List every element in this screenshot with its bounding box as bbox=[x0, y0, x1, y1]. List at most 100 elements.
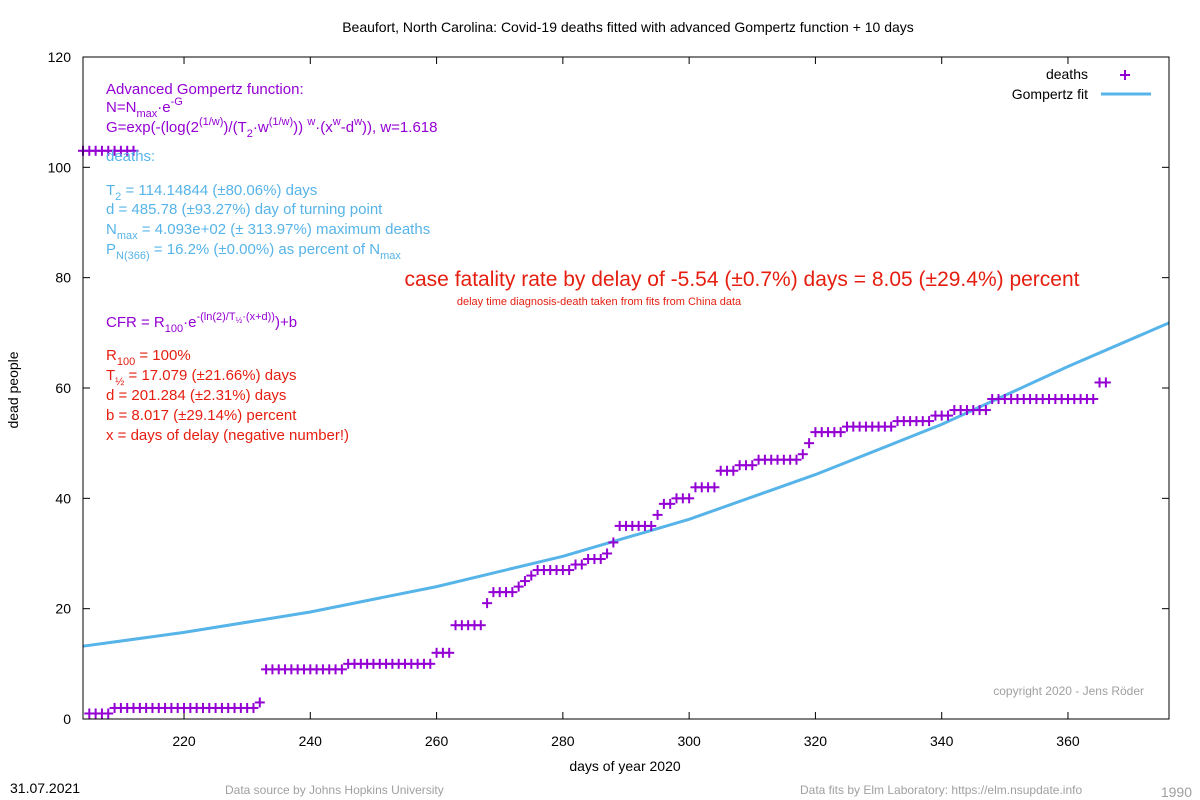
death-point bbox=[924, 416, 935, 427]
death-point bbox=[595, 554, 606, 565]
death-point bbox=[646, 520, 657, 531]
g-sub2: 2 bbox=[247, 128, 253, 140]
death-point bbox=[507, 587, 518, 598]
y-axis-label: dead people bbox=[5, 351, 21, 428]
x-axis-label: days of year 2020 bbox=[569, 758, 681, 774]
death-point-outlier bbox=[128, 145, 139, 156]
death-point bbox=[943, 410, 954, 421]
x-tick-label: 260 bbox=[425, 733, 449, 749]
death-point bbox=[608, 537, 619, 548]
death-point bbox=[747, 460, 758, 471]
r100-line: R100 = 100% bbox=[106, 347, 191, 368]
y-tick-label: 120 bbox=[48, 49, 72, 65]
cfr-note: delay time diagnosis-death taken from fi… bbox=[457, 296, 742, 308]
footer-fits: Data fits by Elm Laboratory: https://elm… bbox=[800, 783, 1082, 797]
axis-ticks: 220 240 260 280 300 320 340 360 0 20 40 60 80 100 120 bbox=[48, 49, 1169, 749]
death-point bbox=[444, 647, 455, 658]
death-point bbox=[254, 697, 265, 708]
death-point bbox=[804, 438, 815, 449]
g-formula: G=exp(-(log(2(1/w))/(T2·w(1/w))) w·(xw-d… bbox=[106, 116, 437, 140]
g-sup4: w bbox=[332, 116, 341, 128]
death-point bbox=[797, 449, 808, 460]
deaths-points-layer bbox=[78, 145, 1111, 719]
death-point bbox=[684, 493, 695, 504]
g-sup1: (1/w) bbox=[199, 116, 223, 128]
footer-source: Data source by Johns Hopkins University bbox=[225, 783, 444, 797]
death-point bbox=[835, 427, 846, 438]
death-point bbox=[665, 498, 676, 509]
x-tick-label: 220 bbox=[172, 733, 196, 749]
y-tick-label: 20 bbox=[55, 601, 71, 617]
death-point bbox=[425, 658, 436, 669]
death-point bbox=[728, 465, 739, 476]
x-tick-label: 280 bbox=[551, 733, 575, 749]
b-line: b = 8.017 (±29.14%) percent bbox=[106, 407, 297, 424]
t2-line: T2 = 114.14844 (±80.06%) days bbox=[106, 182, 317, 203]
death-point bbox=[602, 548, 613, 559]
g-b: )/(T bbox=[223, 119, 246, 136]
death-point bbox=[526, 570, 537, 581]
cfr-formula: CFR = R100·e-(ln(2)/T½·(x+d)))+b bbox=[106, 311, 297, 335]
death-point bbox=[709, 482, 720, 493]
death-point bbox=[791, 454, 802, 465]
y-tick-label: 0 bbox=[63, 711, 71, 727]
y-tick-label: 60 bbox=[55, 380, 71, 396]
legend-marker-deaths bbox=[1120, 70, 1130, 80]
x-tick-label: 360 bbox=[1056, 733, 1080, 749]
g-a: G=exp(-(log(2 bbox=[106, 119, 199, 136]
legend-label-gompertz: Gompertz fit bbox=[1012, 86, 1088, 102]
death-point bbox=[475, 620, 486, 631]
y-tick-label: 80 bbox=[55, 270, 71, 286]
death-point bbox=[248, 702, 259, 713]
n-formula-b: ·e bbox=[157, 99, 170, 116]
death-point bbox=[652, 509, 663, 520]
g-c: ·w bbox=[253, 119, 269, 136]
death-point bbox=[482, 598, 493, 609]
footer-number: 1990 bbox=[1161, 784, 1192, 800]
death-point bbox=[1100, 377, 1111, 388]
n-formula-sub: max bbox=[136, 108, 157, 120]
fit-annotations: Advanced Gompertz function: N=Nmax·e-G G… bbox=[106, 81, 1080, 444]
n-formula-a: N=N bbox=[106, 99, 136, 116]
g-d: )) bbox=[293, 119, 307, 136]
death-point bbox=[564, 565, 575, 576]
legend-label-deaths: deaths bbox=[1046, 66, 1088, 82]
x-tick-label: 240 bbox=[299, 733, 323, 749]
plot-frame bbox=[82, 56, 1170, 720]
g-sup3: w bbox=[306, 116, 315, 128]
nmax-line: Nmax = 4.093e+02 (± 313.97%) maximum dea… bbox=[106, 221, 430, 242]
death-point bbox=[103, 708, 114, 719]
d-line: d = 485.78 (±93.27%) day of turning poin… bbox=[106, 201, 383, 218]
x-tick-label: 300 bbox=[677, 733, 701, 749]
model-title: Advanced Gompertz function: bbox=[106, 81, 304, 98]
death-point bbox=[886, 421, 897, 432]
d2-line: d = 201.284 (±2.31%) days bbox=[106, 387, 286, 404]
thalf-line: T½ = 17.079 (±21.66%) days bbox=[106, 367, 296, 388]
chart-title: Beaufort, North Carolina: Covid-19 death… bbox=[342, 19, 914, 35]
y-tick-label: 40 bbox=[55, 490, 71, 506]
g-f: -d bbox=[341, 119, 354, 136]
g-g: )), w=1.618 bbox=[362, 119, 437, 136]
death-point bbox=[336, 664, 347, 675]
legend: deaths Gompertz fit bbox=[1012, 66, 1151, 102]
death-point bbox=[519, 576, 530, 587]
g-e: ·(x bbox=[315, 119, 333, 136]
deaths-label: deaths: bbox=[106, 148, 155, 165]
death-point bbox=[980, 405, 991, 416]
n-formula-sup: -G bbox=[171, 96, 183, 108]
death-point bbox=[513, 581, 524, 592]
death-point bbox=[1088, 394, 1099, 405]
cfr-headline: case fatality rate by delay of -5.54 (±0… bbox=[405, 268, 1080, 291]
death-point bbox=[576, 559, 587, 570]
x-line: x = days of delay (negative number!) bbox=[106, 427, 349, 444]
copyright: copyright 2020 - Jens Röder bbox=[993, 684, 1144, 698]
footer-date: 31.07.2021 bbox=[10, 780, 80, 796]
x-tick-label: 340 bbox=[930, 733, 954, 749]
pn-line: PN(366) = 16.2% (±0.00%) as percent of N… bbox=[106, 241, 401, 262]
g-sup2: (1/w) bbox=[269, 116, 293, 128]
x-tick-label: 320 bbox=[804, 733, 828, 749]
g-sup5: w bbox=[353, 116, 362, 128]
n-formula: N=Nmax·e-G bbox=[106, 96, 183, 120]
y-tick-label: 100 bbox=[48, 159, 72, 175]
